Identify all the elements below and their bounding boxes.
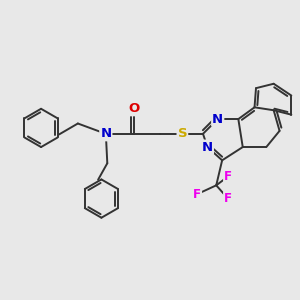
Text: F: F	[224, 170, 232, 183]
Text: N: N	[100, 127, 111, 140]
Text: O: O	[128, 102, 140, 115]
Text: S: S	[178, 127, 187, 140]
Text: F: F	[224, 192, 232, 205]
Text: N: N	[202, 141, 213, 154]
Text: F: F	[193, 188, 201, 201]
Text: N: N	[212, 112, 223, 126]
